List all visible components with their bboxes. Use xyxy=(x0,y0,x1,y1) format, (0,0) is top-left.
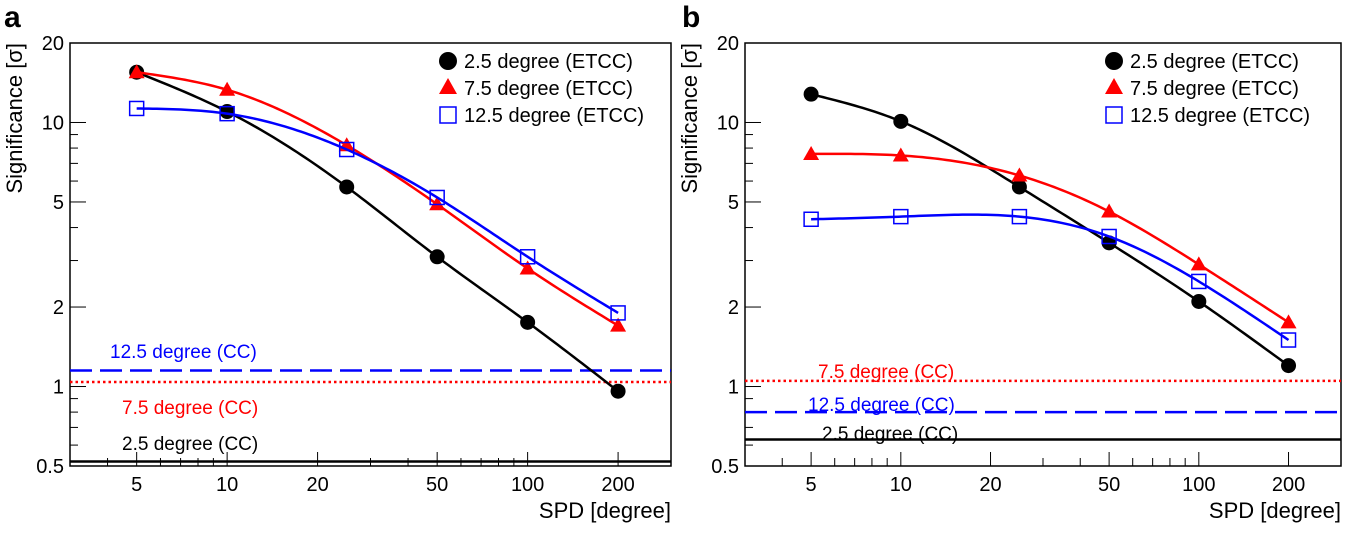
y-tick-label: 5 xyxy=(53,192,64,214)
y-tick-label: 0.5 xyxy=(36,456,64,478)
data-point xyxy=(429,196,446,211)
y-tick-label: 20 xyxy=(717,33,739,55)
series-line xyxy=(136,107,619,314)
reference-line-label: 2.5 degree (CC) xyxy=(822,424,958,445)
legend-entry: 2.5 degree (ETCC) xyxy=(1130,51,1299,73)
data-point xyxy=(1191,293,1207,309)
y-tick-label: 2 xyxy=(728,297,739,319)
x-tick-label: 10 xyxy=(890,474,912,496)
data-point xyxy=(429,249,445,265)
x-tick-label: 200 xyxy=(1272,474,1305,496)
series-line xyxy=(811,152,1290,324)
reference-line-label: 2.5 degree (CC) xyxy=(122,434,258,455)
data-point xyxy=(429,189,445,206)
legend-entry: 12.5 degree (ETCC) xyxy=(1130,105,1310,127)
y-tick-label: 5 xyxy=(728,192,739,214)
x-tick-label: 50 xyxy=(426,474,448,496)
x-tick-label: 5 xyxy=(806,474,817,496)
panel-letter: a xyxy=(4,1,21,34)
panel-letter: b xyxy=(682,1,700,34)
y-tick-label: 20 xyxy=(42,33,64,55)
x-tick-label: 10 xyxy=(216,474,238,496)
data-point xyxy=(1190,256,1207,271)
series-line xyxy=(136,71,619,393)
legend-entry: 12.5 degree (ETCC) xyxy=(464,105,644,127)
y-tick-label: 10 xyxy=(42,112,64,134)
y-tick-label: 1 xyxy=(728,377,739,399)
reference-line-label: 12.5 degree (CC) xyxy=(808,395,955,416)
data-point xyxy=(1280,314,1297,329)
data-point xyxy=(219,105,235,122)
legend-marker xyxy=(439,78,457,94)
x-tick-label: 50 xyxy=(1098,474,1120,496)
x-tick-label: 20 xyxy=(306,474,328,496)
x-tick-label: 200 xyxy=(601,474,634,496)
data-point xyxy=(803,211,819,228)
x-axis-title: SPD [degree] xyxy=(539,498,671,523)
x-tick-label: 100 xyxy=(511,474,544,496)
data-point xyxy=(1191,273,1207,290)
data-point xyxy=(803,86,819,102)
data-point xyxy=(893,113,909,129)
panel-a: a 5 10 20 50 100 200 0.5 1 2 5 10 20 SPD [degree] Sign… xyxy=(2,1,672,523)
data-point xyxy=(610,383,626,399)
data-point xyxy=(519,249,536,265)
data-point xyxy=(520,314,536,330)
data-point xyxy=(128,100,145,117)
x-tick-label: 5 xyxy=(131,474,142,496)
data-point xyxy=(1011,167,1028,182)
reference-line-label: 7.5 degree (CC) xyxy=(818,362,954,383)
legend-entry: 7.5 degree (ETCC) xyxy=(1130,78,1299,100)
reference-line-label: 7.5 degree (CC) xyxy=(122,398,258,419)
series-line xyxy=(811,213,1290,342)
data-point xyxy=(338,141,355,158)
legend-entry: 2.5 degree (ETCC) xyxy=(464,51,633,73)
data-point xyxy=(339,179,355,195)
x-axis-title: SPD [degree] xyxy=(1209,498,1341,523)
legend-marker xyxy=(439,52,457,70)
y-tick-label: 0.5 xyxy=(711,456,739,478)
data-point xyxy=(1101,228,1117,245)
data-point xyxy=(610,317,627,332)
data-point xyxy=(128,64,145,79)
legend-marker xyxy=(1105,78,1123,94)
series-line xyxy=(810,92,1290,367)
data-point xyxy=(1011,208,1028,225)
x-tick-label: 100 xyxy=(1182,474,1215,496)
data-point xyxy=(1281,358,1297,374)
data-point xyxy=(610,305,626,321)
data-point xyxy=(219,81,236,96)
legend-marker xyxy=(439,106,457,124)
x-tick-label: 20 xyxy=(979,474,1001,496)
y-axis-title: Significance [σ] xyxy=(2,43,27,194)
data-point xyxy=(892,147,909,162)
data-point xyxy=(1101,203,1118,218)
data-point xyxy=(1011,179,1027,195)
legend-entry: 7.5 degree (ETCC) xyxy=(464,78,633,100)
data-point xyxy=(803,145,820,160)
data-point xyxy=(1280,332,1297,348)
y-tick-label: 1 xyxy=(53,377,64,399)
y-axis-title: Significance [σ] xyxy=(677,43,702,194)
data-point xyxy=(893,208,909,225)
legend-marker xyxy=(1105,106,1123,124)
y-tick-label: 10 xyxy=(717,112,739,134)
y-tick-label: 2 xyxy=(53,297,64,319)
legend-marker xyxy=(1105,52,1123,70)
data-point xyxy=(519,260,536,275)
reference-line-label: 12.5 degree (CC) xyxy=(110,342,257,363)
panel-b: b 5 10 20 50 100 200 0.5 1 2 5 10 20 SPD [degree] Sign… xyxy=(677,1,1342,523)
